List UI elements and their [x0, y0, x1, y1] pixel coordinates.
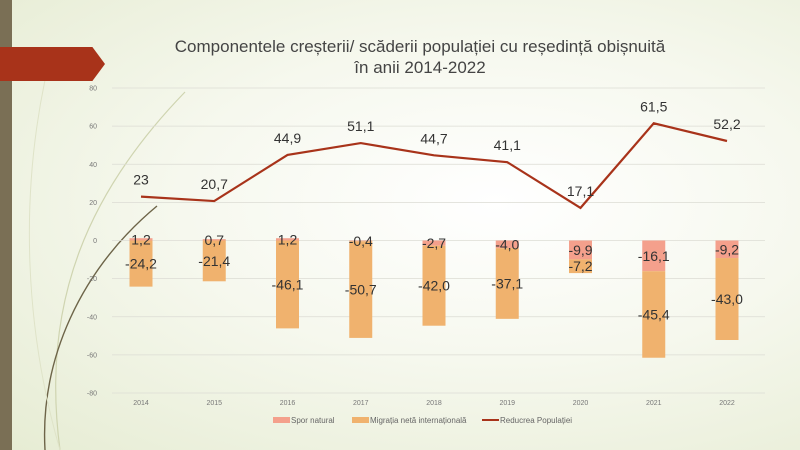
data-label-migratie: -45,4: [638, 306, 670, 322]
data-label-reducere: 52,2: [713, 116, 740, 132]
data-label-migratie: -42,0: [418, 278, 450, 294]
data-label-reducere: 44,9: [274, 130, 301, 146]
data-label-spor: -2,7: [422, 235, 446, 251]
legend-swatch-1: [352, 417, 369, 423]
data-label-reducere: 44,7: [420, 130, 447, 146]
y-tick-label: 60: [89, 124, 97, 131]
y-tick-label: 40: [89, 162, 97, 169]
bar-spor-natural: [422, 240, 446, 246]
data-label-spor: -9,9: [568, 242, 592, 258]
bar-migratie: [495, 248, 519, 319]
bar-migratie: [202, 240, 226, 282]
x-tick-label: 2017: [353, 400, 369, 407]
data-label-spor: -0,4: [349, 233, 373, 249]
bar-spor-natural: [715, 240, 739, 259]
data-label-reducere: 51,1: [347, 118, 374, 134]
legend-label-1: Migrația netă internațională: [370, 416, 467, 425]
x-tick-label: 2018: [426, 400, 442, 407]
bar-spor-natural: [349, 240, 373, 242]
bar-migratie: [642, 271, 666, 358]
legend-label-0: Spor natural: [291, 416, 335, 425]
data-label-spor: 1,2: [278, 231, 298, 247]
y-tick-label: 0: [93, 238, 97, 245]
x-tick-label: 2016: [280, 400, 296, 407]
bar-spor-natural: [202, 239, 226, 241]
data-label-migratie: -21,4: [198, 253, 230, 269]
x-tick-label: 2022: [719, 400, 735, 407]
bar-spor-natural: [129, 238, 153, 241]
data-label-spor: 0,7: [205, 232, 225, 248]
data-label-migratie: -43,0: [711, 291, 743, 307]
data-label-reducere: 20,7: [201, 176, 228, 192]
bar-migratie: [422, 245, 446, 326]
data-label-migratie: -50,7: [345, 282, 377, 298]
data-label-migratie: -7,2: [568, 258, 592, 274]
chart-title: Componentele creșterii/ scăderii populaț…: [120, 36, 720, 78]
data-label-reducere: 23: [133, 172, 149, 188]
data-label-spor: -4,0: [495, 236, 519, 252]
y-tick-label: -20: [87, 276, 97, 283]
data-label-migratie: -24,2: [125, 256, 157, 272]
bar-migratie: [569, 259, 592, 274]
data-label-spor: -16,1: [638, 248, 670, 264]
x-tick-label: 2020: [573, 400, 589, 407]
data-label-reducere: 41,1: [494, 137, 521, 153]
x-tick-label: 2014: [133, 400, 149, 407]
x-tick-label: 2021: [646, 400, 662, 407]
data-label-migratie: -37,1: [491, 275, 523, 291]
y-tick-label: -60: [87, 352, 97, 359]
bar-migratie: [276, 240, 299, 329]
title-line-1: Componentele creșterii/ scăderii populaț…: [174, 37, 666, 56]
data-label-reducere: 61,5: [640, 98, 667, 114]
bar-migratie: [715, 258, 739, 341]
data-label-spor: -9,2: [715, 241, 739, 257]
y-tick-label: -80: [87, 391, 97, 398]
bar-spor-natural: [569, 240, 592, 260]
data-label-reducere: 17,1: [567, 183, 594, 199]
bar-spor-natural: [495, 240, 519, 249]
legend-label-2: Reducrea Populației: [500, 416, 572, 425]
x-tick-label: 2019: [499, 400, 515, 407]
title-line-2: în anii 2014-2022: [354, 58, 486, 77]
y-tick-label: 80: [89, 86, 97, 93]
data-label-spor: 1,2: [131, 231, 151, 247]
y-tick-label: -40: [87, 314, 97, 321]
data-label-migratie: -46,1: [272, 276, 304, 292]
bar-migratie: [349, 241, 373, 338]
y-tick-label: 20: [89, 200, 97, 207]
bar-spor-natural: [276, 238, 299, 241]
bar-spor-natural: [642, 240, 666, 272]
bar-migratie: [129, 240, 153, 287]
slide-side-strip: [0, 0, 12, 450]
x-tick-label: 2015: [206, 400, 222, 407]
legend-swatch-0: [273, 417, 290, 423]
title-banner-arrow: [0, 47, 105, 81]
